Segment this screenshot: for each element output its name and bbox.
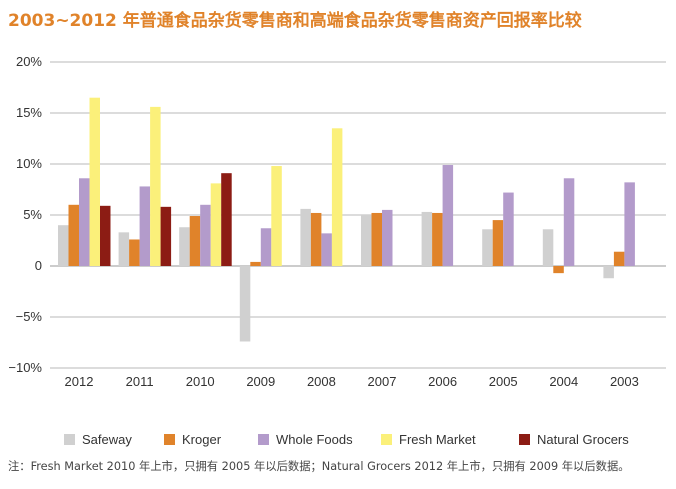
x-tick-label: 2007 [368,374,397,389]
x-tick-label: 2010 [186,374,215,389]
chart-note: 注：Fresh Market 2010 年上市，只拥有 2005 年以后数据；N… [8,460,630,473]
chart-title: 2003~2012 年普通食品杂货零售商和高端食品杂货零售商资产回报率比较 [8,11,582,31]
bar-whole-foods-2011 [139,186,151,266]
axes: 20% 15% 10% 5% 0 −5% −10% 2012 2011 2010 2009 2008 2… [8,54,638,389]
x-tick-label: 2008 [307,374,336,389]
legend-label-safeway: Safeway [82,432,132,447]
bar-kroger-2004 [553,266,564,274]
y-tick-label: 20% [16,54,42,69]
bar-whole-foods-2004 [563,178,575,266]
bar-kroger-2005 [492,220,504,266]
legend-label-kroger: Kroger [182,432,222,447]
x-tick-label: 2006 [428,374,457,389]
bar-kroger-2008 [310,212,322,266]
bar-whole-foods-2012 [79,178,90,266]
y-tick-label: −5% [16,309,43,324]
bar-safeway-2012 [58,225,69,266]
legend-swatch-natural-grocers [519,434,530,445]
bar-safeway-2007 [361,215,372,266]
legend-swatch-kroger [164,434,175,445]
bar-kroger-2003 [613,251,625,266]
x-tick-label: 2003 [610,374,639,389]
bar-whole-foods-2003 [624,182,635,266]
gridlines [50,61,666,369]
bar-safeway-2011 [118,232,130,266]
bar-whole-foods-2009 [260,228,272,266]
legend-swatch-safeway [64,434,75,445]
bar-kroger-2009 [250,261,261,266]
bar-natural-grocers-2011 [160,206,172,266]
x-tick-label: 2005 [489,374,518,389]
bar-kroger-2006 [432,212,443,266]
bar-fresh-market-2011 [150,106,161,266]
bar-safeway-2009 [239,266,251,342]
x-tick-label: 2004 [549,374,578,389]
bar-kroger-2010 [189,216,201,266]
bar-kroger-2012 [68,204,79,266]
x-tick-label: 2011 [126,374,154,389]
legend-label-whole-foods: Whole Foods [276,432,353,447]
x-tick-label: 2009 [246,374,275,389]
bar-whole-foods-2006 [442,165,454,266]
bar-fresh-market-2010 [210,183,222,266]
bar-whole-foods-2008 [321,233,332,266]
y-tick-label: −10% [8,360,42,375]
legend-label-natural-grocers: Natural Grocers [537,432,629,447]
bar-fresh-market-2009 [271,166,282,266]
bar-kroger-2007 [371,212,382,266]
bar-whole-foods-2007 [382,209,393,266]
bar-natural-grocers-2010 [221,173,232,266]
y-tick-label: 5% [23,207,42,222]
bars [58,97,635,342]
bar-safeway-2008 [300,208,311,266]
bar-safeway-2004 [542,229,554,266]
bar-safeway-2010 [179,227,190,266]
x-tick-label: 2012 [65,374,94,389]
y-tick-label: 15% [16,105,42,120]
bar-safeway-2003 [603,266,614,279]
y-tick-label: 10% [16,156,42,171]
bar-whole-foods-2005 [503,192,514,266]
legend-swatch-whole-foods [258,434,269,445]
bar-fresh-market-2012 [89,97,100,266]
bar-fresh-market-2008 [331,128,343,266]
legend: Safeway Kroger Whole Foods Fresh Market Natu… [64,432,629,447]
bar-natural-grocers-2012 [100,205,111,266]
bar-kroger-2011 [129,239,140,266]
bar-safeway-2006 [421,211,433,266]
y-tick-label: 0 [35,258,42,273]
bar-whole-foods-2010 [200,204,211,266]
bar-safeway-2005 [482,229,493,266]
legend-label-fresh-market: Fresh Market [399,432,476,447]
legend-swatch-fresh-market [381,434,392,445]
